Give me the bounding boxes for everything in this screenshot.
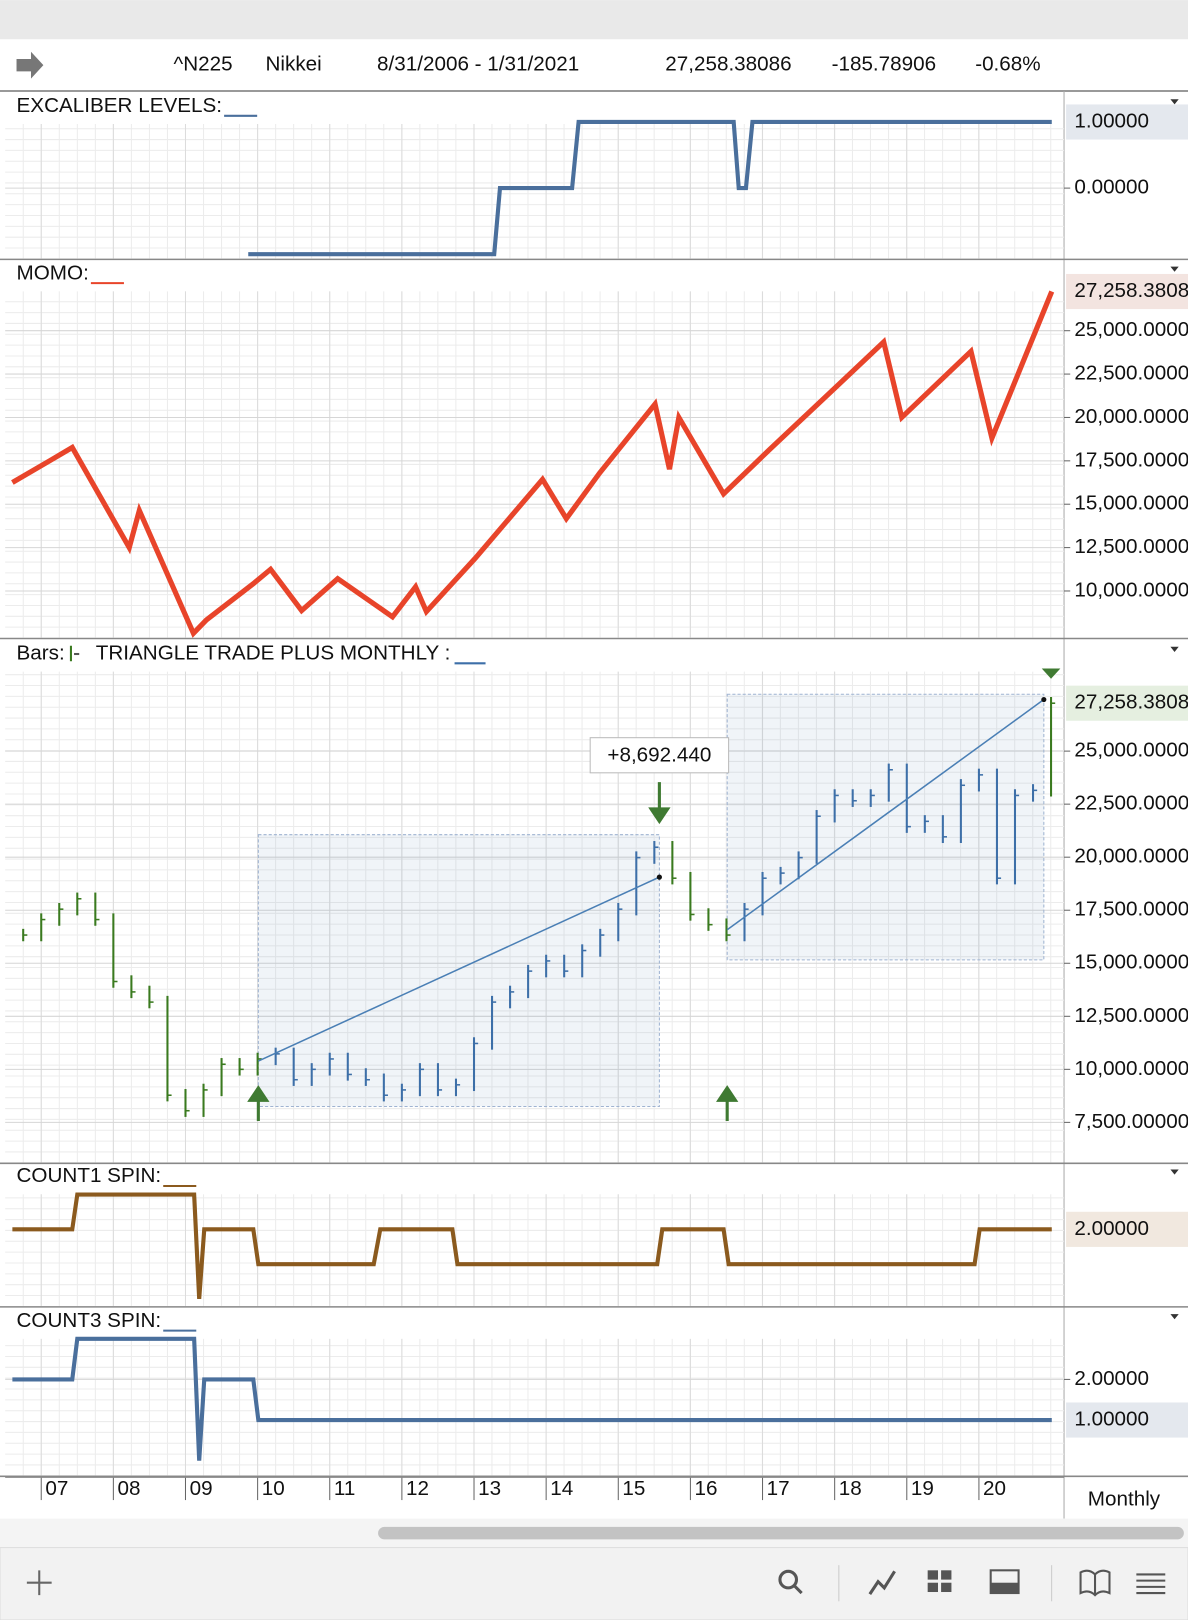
price-change: -185.78906 <box>832 53 937 76</box>
last-value-label: 1.00000 <box>1074 1407 1149 1430</box>
symbol: ^N225 <box>174 53 233 76</box>
drawing-button[interactable] <box>868 1570 896 1595</box>
y-tick-label: 17,500.00000 <box>1074 448 1188 471</box>
last-value-bg <box>1066 1402 1188 1438</box>
x-tick-label: 17 <box>767 1477 790 1500</box>
y-tick-label: 10,000.00000 <box>1074 578 1188 601</box>
x-tick-label: 11 <box>334 1477 355 1500</box>
series-line <box>12 1336 1052 1461</box>
last-price: 27,258.38086 <box>665 53 791 76</box>
buy-arrow <box>716 1085 739 1121</box>
series-line <box>12 1192 1052 1300</box>
x-tick-label: 20 <box>983 1477 1006 1500</box>
panel-menu <box>1170 646 1179 652</box>
x-tick-label: 15 <box>622 1477 645 1500</box>
menu-arrow[interactable] <box>16 51 44 79</box>
y-tick-label: 20,000.00000 <box>1074 845 1188 868</box>
sell-arrow <box>648 782 671 825</box>
header-bar <box>0 39 1188 92</box>
x-tick-label: 19 <box>911 1477 934 1500</box>
window-top-bar <box>0 0 1188 40</box>
charts: 07 08 09 10 11 12 13 14 15 16 17 18 19 20 0.00000 EXCAL… <box>0 94 1188 1500</box>
y-tick-label: 25,000.00000 <box>1074 739 1188 762</box>
x-tick-label: 16 <box>695 1477 718 1500</box>
periodicity[interactable]: Monthly <box>1088 1488 1161 1511</box>
panel-menu <box>1170 99 1179 105</box>
annotation: +8,692.440 <box>607 744 711 767</box>
menu-button[interactable] <box>1136 1573 1166 1595</box>
y-tick-label: 20,000.00000 <box>1074 405 1188 428</box>
panel-title: EXCALIBER LEVELS: <box>17 94 223 117</box>
panel-title: TRIANGLE TRADE PLUS MONTHLY : <box>96 641 451 664</box>
x-tick-label: 08 <box>117 1477 140 1500</box>
last-value-label: 27,258.38086 <box>1074 691 1188 714</box>
trade-box <box>257 834 660 1107</box>
panel-menu <box>1170 266 1179 272</box>
panel-title: COUNT1 SPIN: <box>17 1164 162 1187</box>
last-value-bg <box>1066 273 1188 310</box>
scrollbar-thumb[interactable] <box>378 1526 1184 1540</box>
y-tick-label: 17,500.00000 <box>1074 898 1188 921</box>
x-tick-label: 12 <box>406 1477 429 1500</box>
y-tick-label: 22,500.00000 <box>1074 362 1188 385</box>
series-line <box>248 119 1052 257</box>
y-tick-label: 15,000.00000 <box>1074 492 1188 515</box>
buy-arrow <box>247 1085 270 1121</box>
y-tick-label: 25,000.00000 <box>1074 318 1188 341</box>
panel-title: COUNT3 SPIN: <box>17 1309 162 1332</box>
series-line <box>11 290 1055 638</box>
trend-line <box>258 876 660 1062</box>
x-tick-label: 14 <box>550 1477 573 1500</box>
x-tick-label: 07 <box>45 1477 68 1500</box>
panel-menu <box>1170 1169 1179 1175</box>
sell-arrow <box>1041 668 1061 679</box>
last-value-label: 1.00000 <box>1074 109 1149 132</box>
search-button[interactable] <box>778 1569 803 1595</box>
annotation-box <box>589 737 730 774</box>
instrument-name: Nikkei <box>265 53 321 76</box>
y-tick-label: 10,000.00000 <box>1074 1057 1188 1080</box>
price-change-pct: -0.68% <box>975 53 1040 76</box>
last-value-label: 27,258.38086 <box>1074 279 1188 302</box>
x-tick-label: 10 <box>262 1477 285 1500</box>
last-value-bg <box>1066 685 1188 721</box>
trend-end <box>656 874 662 880</box>
last-value-bg <box>1066 1211 1188 1247</box>
y-tick-label: 2.00000 <box>1074 1367 1149 1390</box>
date-range: 8/31/2006 - 1/31/2021 <box>377 53 579 76</box>
x-tick-label: 13 <box>478 1477 501 1500</box>
y-tick-label: 0.00000 <box>1074 176 1149 199</box>
x-tick-label: 09 <box>190 1477 213 1500</box>
y-tick-label: 7,500.00000 <box>1074 1110 1188 1133</box>
layout-button[interactable] <box>927 1570 952 1593</box>
last-value-bg <box>1066 104 1188 140</box>
add-button[interactable] <box>26 1570 52 1596</box>
panel-button[interactable] <box>989 1569 1020 1595</box>
panel-menu <box>1170 1314 1179 1320</box>
trend-end <box>1041 696 1047 703</box>
y-tick-label: 12,500.00000 <box>1074 1004 1188 1027</box>
y-tick-label: 22,500.00000 <box>1074 792 1188 815</box>
y-tick-label: 12,500.00000 <box>1074 535 1188 558</box>
trend-line <box>726 698 1045 931</box>
panel-title: Bars: <box>17 641 65 664</box>
panel-title: MOMO: <box>17 261 89 284</box>
book-button[interactable] <box>1079 1569 1111 1597</box>
x-tick-label: 18 <box>839 1477 862 1500</box>
y-tick-label: 15,000.00000 <box>1074 951 1188 974</box>
last-value-label: 2.00000 <box>1074 1217 1149 1240</box>
